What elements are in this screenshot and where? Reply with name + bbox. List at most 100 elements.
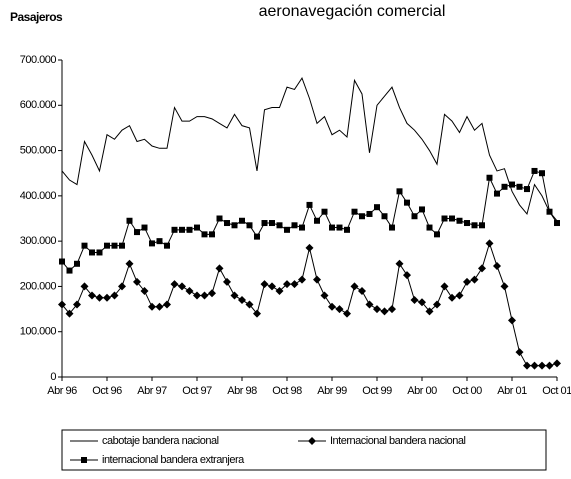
diamond-marker	[208, 289, 216, 298]
square-marker	[366, 210, 373, 217]
diamond-marker	[178, 282, 186, 291]
square-marker	[284, 226, 290, 233]
x-tick-label: Abr 96	[47, 385, 77, 397]
chart-title: aeronavegación comercial	[259, 3, 446, 20]
diamond-marker	[478, 264, 486, 273]
series-line	[61, 241, 558, 367]
diamond-marker	[500, 282, 509, 291]
square-marker	[456, 217, 463, 224]
x-tick-label: Abr 99	[317, 385, 347, 397]
diamond-marker	[305, 243, 314, 252]
diamond-marker	[155, 302, 164, 311]
legend-box	[61, 429, 547, 471]
y-tick-label: 100.000	[20, 326, 57, 338]
square-marker	[149, 240, 155, 247]
diamond-marker	[485, 239, 494, 248]
x-tick-label: Abr 97	[137, 385, 167, 397]
diamond-marker	[350, 282, 359, 291]
diamond-marker	[440, 282, 449, 291]
diamond-marker	[523, 361, 531, 370]
square-marker	[179, 226, 185, 233]
diamond-marker	[170, 280, 179, 289]
square-marker	[546, 208, 553, 215]
square-marker	[494, 190, 500, 197]
square-marker	[186, 226, 193, 233]
diamond-marker	[148, 302, 156, 311]
square-marker	[126, 217, 133, 224]
diamond-marker	[80, 282, 89, 291]
diamond-marker	[283, 280, 291, 289]
diamond-marker	[388, 305, 396, 314]
square-marker	[201, 231, 208, 238]
diamond-marker	[425, 307, 434, 316]
diamond-marker	[245, 300, 254, 309]
diamond-marker	[373, 305, 381, 314]
square-marker	[306, 201, 313, 208]
y-tick-label: 700.000	[20, 54, 57, 66]
diamond-marker	[140, 286, 149, 295]
square-marker	[216, 215, 223, 222]
diamond-marker	[65, 309, 74, 318]
diamond-marker	[395, 259, 404, 268]
square-marker	[171, 226, 178, 233]
diamond-marker	[530, 361, 539, 370]
diamond-marker	[118, 282, 126, 291]
diamond-marker	[553, 359, 561, 368]
square-marker	[381, 213, 388, 220]
square-marker	[254, 233, 260, 240]
diamond-marker	[320, 291, 329, 300]
y-tick-label: 500.000	[20, 144, 57, 156]
square-marker	[209, 231, 215, 238]
y-tick-label: 0	[50, 371, 56, 383]
diamond-marker	[313, 275, 321, 284]
square-marker	[314, 217, 320, 224]
diamond-marker	[358, 286, 366, 295]
square-marker	[464, 220, 470, 227]
x-tick-label: Oct 00	[452, 385, 482, 397]
square-marker	[156, 238, 163, 245]
series-line	[61, 77, 558, 222]
square-marker	[119, 242, 125, 249]
diamond-marker	[223, 277, 231, 286]
square-marker	[111, 242, 118, 249]
x-tick-label: Abr 01	[497, 385, 527, 397]
square-marker	[261, 220, 268, 227]
legend-marker	[308, 437, 316, 445]
square-marker	[344, 226, 350, 233]
square-marker	[134, 229, 140, 236]
diamond-marker	[275, 286, 284, 295]
diamond-marker	[103, 293, 111, 302]
square-marker	[434, 231, 440, 238]
square-marker	[74, 260, 80, 267]
diamond-marker	[403, 271, 411, 280]
square-marker	[554, 220, 560, 227]
legend-marker	[81, 457, 87, 463]
diamond-marker	[193, 291, 201, 300]
square-marker	[89, 249, 95, 256]
diamond-marker	[410, 296, 419, 305]
square-marker	[231, 222, 238, 229]
diamond-marker	[298, 275, 306, 284]
square-marker	[269, 220, 275, 227]
square-marker	[66, 267, 73, 274]
diamond-marker	[133, 277, 141, 286]
square-marker	[501, 183, 508, 190]
diamond-marker	[515, 348, 524, 357]
square-marker	[441, 215, 448, 222]
diamond-marker	[95, 293, 104, 302]
y-tick-label: 200.000	[20, 280, 57, 292]
x-tick-label: Oct 99	[362, 385, 392, 397]
y-axis-label: Pasajeros	[10, 10, 63, 24]
diamond-marker	[448, 293, 456, 302]
legend-label: internacional bandera extranjera	[102, 454, 245, 466]
square-marker	[81, 242, 88, 249]
diamond-marker	[238, 296, 246, 305]
square-marker	[104, 242, 110, 249]
diamond-marker	[545, 361, 554, 370]
square-marker	[359, 213, 365, 220]
square-marker	[291, 222, 298, 229]
square-marker	[141, 224, 148, 231]
y-tick-label: 400.000	[20, 190, 57, 202]
square-marker	[59, 258, 65, 265]
square-marker	[321, 208, 328, 215]
